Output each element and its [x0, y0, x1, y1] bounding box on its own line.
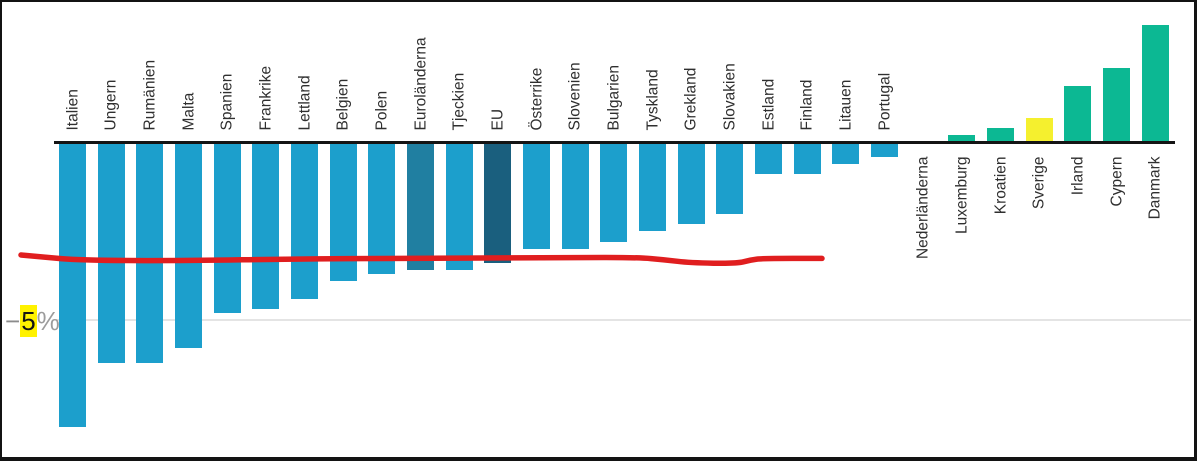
tick-minus-sign: −	[5, 306, 21, 336]
label-slovenien: Slovenien	[566, 61, 584, 130]
bar-eu	[484, 142, 512, 264]
label-polen: Polen	[373, 90, 391, 130]
label-finland: Finland	[798, 79, 816, 130]
label-irland: Irland	[1069, 156, 1087, 195]
bar--sterrike	[523, 142, 551, 249]
label-frankrike: Frankrike	[257, 65, 275, 130]
label-spanien: Spanien	[218, 73, 236, 130]
bar-frankrike	[252, 142, 280, 310]
label-luxemburg: Luxemburg	[953, 156, 971, 234]
label-cypern: Cypern	[1108, 156, 1126, 206]
bar-litauen	[832, 142, 860, 164]
label-belgien: Belgien	[334, 78, 352, 130]
label-eurol-nderna: Euroländerna	[412, 36, 430, 130]
bar-italien	[59, 142, 86, 427]
bar-spanien	[213, 142, 241, 313]
gridline-minus-5-percent	[56, 319, 1191, 321]
bar-tjeckien	[445, 142, 473, 271]
label-bulgarien: Bulgarien	[605, 64, 623, 131]
bar-tyskland	[639, 142, 667, 232]
bar-malta	[175, 142, 202, 349]
bar-estland	[755, 142, 783, 175]
label-slovakien: Slovakien	[721, 62, 739, 130]
bar-bulgarien	[600, 142, 628, 242]
bar-cypern	[1103, 67, 1131, 143]
tick-number-highlighted: 5	[20, 305, 37, 337]
label-nederl-nderna: Nederländerna	[914, 156, 932, 259]
bar-rum-nien	[136, 142, 164, 363]
label-kroatien: Kroatien	[992, 156, 1010, 214]
bar-danmark	[1141, 25, 1169, 143]
label-tyskland: Tyskland	[644, 68, 662, 130]
bar-kroatien	[987, 128, 1015, 143]
bar-slovenien	[561, 142, 589, 249]
tick-percent-sign: %	[36, 306, 60, 336]
bar-eurol-nderna	[407, 142, 435, 271]
label-ungern: Ungern	[102, 79, 120, 130]
label-sverige: Sverige	[1030, 156, 1048, 209]
label-rum-nien: Rumänien	[141, 59, 159, 130]
bar-finland	[793, 142, 821, 175]
bar-grekland	[677, 142, 705, 225]
label--sterrike: Österrike	[528, 67, 546, 130]
bar-slovakien	[716, 142, 744, 214]
x-axis-baseline	[54, 141, 1175, 144]
label-lettland: Lettland	[296, 74, 314, 130]
bar-ungern	[97, 142, 125, 363]
bar-irland	[1064, 85, 1092, 143]
y-axis-tick-label-minus5: −5%	[5, 305, 60, 337]
bar-lettland	[291, 142, 319, 299]
label-estland: Estland	[760, 78, 778, 130]
label-danmark: Danmark	[1146, 156, 1164, 219]
bar-polen	[368, 142, 396, 274]
label-grekland: Grekland	[682, 67, 700, 130]
bar-portugal	[871, 142, 899, 157]
label-italien: Italien	[64, 88, 81, 130]
label-litauen: Litauen	[837, 79, 855, 130]
label-tjeckien: Tjeckien	[450, 72, 468, 130]
bar-luxemburg	[948, 135, 976, 143]
label-eu: EU	[489, 108, 507, 130]
label-portugal: Portugal	[876, 72, 894, 130]
bar-sverige	[1025, 117, 1053, 143]
label-malta: Malta	[180, 92, 197, 130]
bar-belgien	[329, 142, 357, 281]
